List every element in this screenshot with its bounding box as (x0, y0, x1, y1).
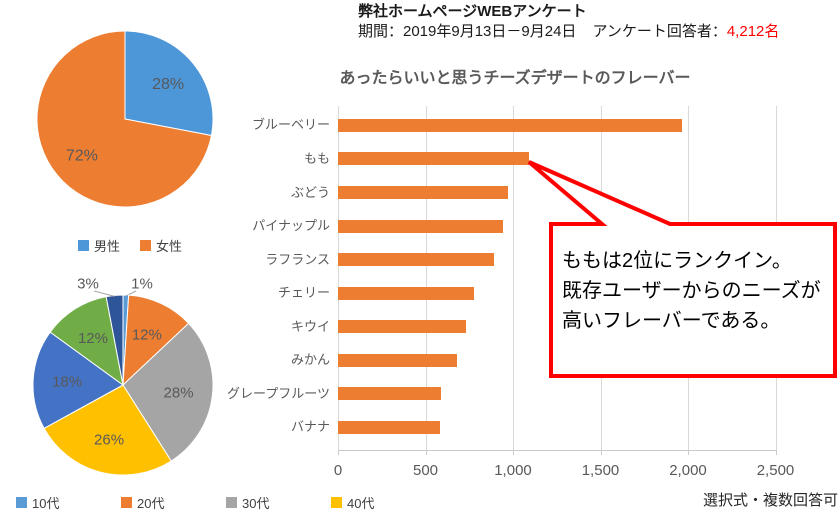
gridline (425, 106, 427, 450)
gridline (513, 106, 514, 450)
legend-swatch (226, 497, 237, 508)
bar (338, 320, 466, 334)
gender-pie-chart: 28% 72% (37, 31, 213, 207)
pie-slice (43, 384, 172, 476)
label-leader-line (93, 290, 115, 297)
category-label: ぶどう (290, 184, 330, 200)
pie-slice-label: 72% (66, 147, 98, 164)
legend-label: 40代 (347, 496, 375, 511)
legend-item: 40代 (331, 493, 436, 512)
bar (338, 387, 442, 401)
age-pie-legend: 10代 20代 30代 40代 (16, 493, 436, 512)
gridline (338, 106, 339, 450)
bar (338, 253, 494, 267)
category-label: みかん (290, 352, 330, 368)
legend-item: 30代 (226, 493, 331, 512)
legend-swatch (121, 497, 132, 508)
pie-slice-label: 12% (132, 327, 162, 344)
x-tick-label: 1,000 (494, 462, 532, 479)
pie-slice (105, 294, 124, 386)
x-tick-label: 500 (412, 462, 439, 479)
axis-tick (338, 450, 339, 455)
axis-tick (513, 450, 514, 455)
respondents-label: アンケート回答者： (592, 23, 727, 40)
axis-tick (688, 450, 689, 455)
report-title: 弊社ホームページWEBアンケート (358, 3, 587, 20)
pie-slice-label: 3% (77, 275, 99, 292)
legend-label: 30代 (242, 496, 270, 511)
bar-chart-title: あったらいいと思うチーズデザートのフレーバー (339, 70, 691, 87)
legend-item: 20代 (121, 493, 226, 512)
legend-label: 女性 (156, 239, 183, 254)
category-label: チェリー (277, 285, 330, 301)
pie-slice-label: 1% (131, 275, 153, 292)
pie-slice-label: 28% (152, 76, 184, 93)
report-header: 弊社ホームページWEBアンケート 期間：2019年9月13日－9月24日 アンケー… (358, 2, 779, 42)
legend-swatch (331, 497, 342, 508)
pie-slice (122, 294, 190, 387)
legend-label: 20代 (137, 496, 165, 511)
x-axis-line (338, 450, 776, 451)
axis-tick (425, 450, 427, 455)
gender-pie-legend: 男性 女性 (25, 236, 235, 255)
legend-swatch (140, 240, 151, 251)
callout-line-1: ももは2位にランクイン。 (562, 250, 792, 272)
legend-swatch (77, 240, 89, 251)
category-label: パイナップル (252, 218, 330, 234)
pie-slice-label: 28% (164, 384, 194, 401)
pie-slice (122, 322, 214, 462)
pie-slice (33, 331, 124, 430)
category-label: グレープフルーツ (227, 385, 330, 401)
bar (338, 353, 457, 367)
legend-label: 男性 (93, 239, 120, 254)
survey-note: 選択式・複数回答可 (702, 492, 838, 509)
legend-label: 10代 (32, 496, 60, 511)
pie-slice-label: 26% (94, 431, 124, 448)
pie-slice (37, 31, 213, 207)
legend-item: 10代 (16, 493, 121, 512)
callout-text: ももは2位にランクイン。 既存ユーザーからのニーズが 高いフレーバーである。 (562, 246, 832, 336)
bar (338, 152, 529, 166)
axis-tick (600, 450, 602, 455)
survey-period: 期間：2019年9月13日－9月24日 (358, 23, 577, 40)
bar (338, 286, 474, 300)
legend-item: 男性 (77, 236, 120, 255)
x-tick-label: 2,500 (756, 462, 795, 479)
category-label: ラフランス (265, 251, 330, 267)
callout-line-2: 既存ユーザーからのニーズが (562, 280, 821, 302)
pie-slice (124, 31, 213, 137)
report-subtitle: 期間：2019年9月13日－9月24日 アンケート回答者：4,212名 (358, 22, 779, 42)
respondents-count: 4,212名 (726, 23, 780, 40)
callout-line-3: 高いフレーバーである。 (562, 310, 781, 332)
x-tick-label: 0 (333, 462, 343, 479)
pie-slice-label: 12% (78, 330, 108, 347)
bar (338, 219, 503, 233)
bar (338, 186, 508, 199)
category-label: ブルーベリー (251, 117, 330, 133)
bar (338, 118, 682, 132)
legend-swatch (16, 497, 27, 508)
category-label: キウイ (290, 318, 330, 334)
label-leader-line (125, 290, 137, 297)
pie-slice (49, 296, 124, 387)
pie-slice-label: 18% (52, 374, 82, 391)
age-pie-chart: 1% 12% 28% 26% 18% 12% 3% (33, 275, 214, 476)
category-label: バナナ (290, 419, 330, 435)
legend-item: 女性 (140, 236, 182, 255)
category-label: もも (303, 150, 330, 166)
x-tick-label: 2,000 (669, 462, 707, 479)
x-tick-label: 1,500 (581, 462, 620, 479)
axis-tick (775, 450, 777, 455)
bar (338, 420, 440, 434)
